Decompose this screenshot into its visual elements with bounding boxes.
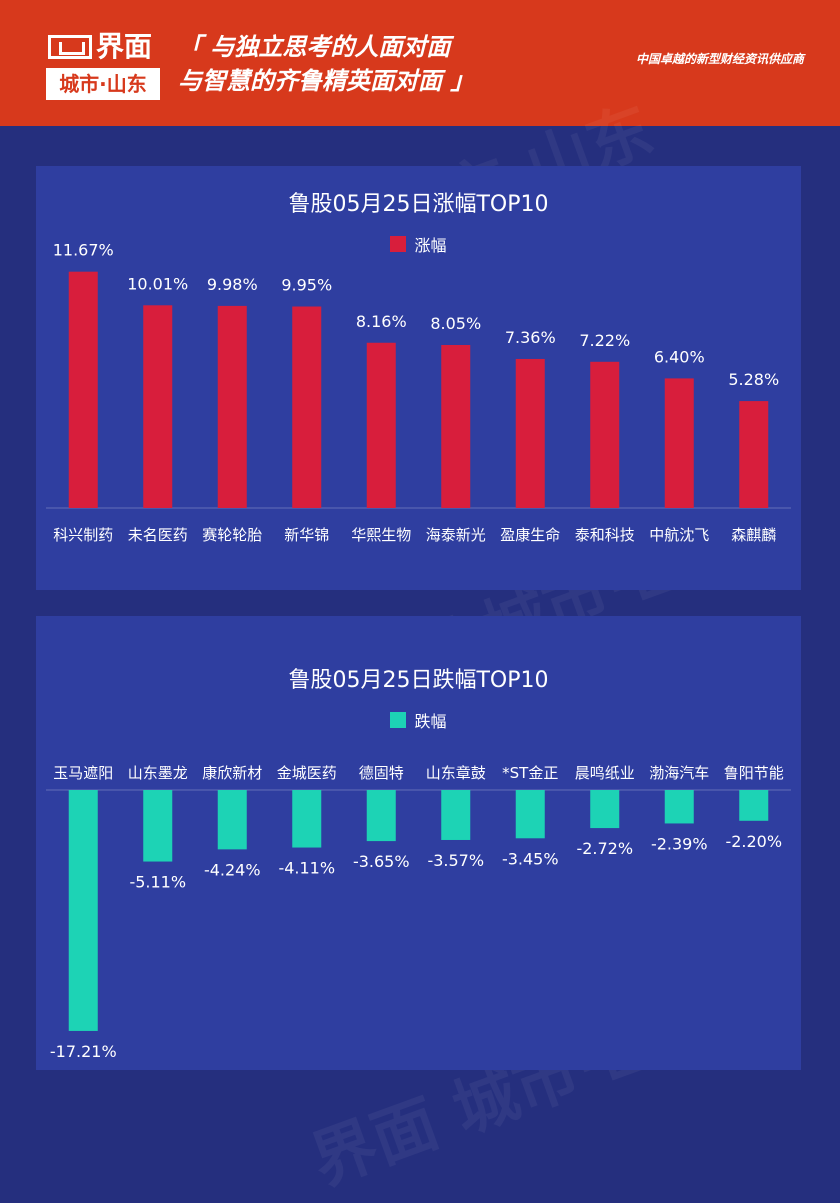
slogan-line-2: 与智慧的齐鲁精英面对面 」 — [178, 67, 475, 95]
brand-logo: 界面 — [48, 30, 158, 64]
bar — [515, 790, 545, 839]
bar — [366, 790, 396, 842]
bar — [143, 790, 173, 862]
category-label: 山东墨龙 — [128, 764, 188, 782]
data-label: 9.98% — [207, 275, 258, 294]
bar — [515, 358, 545, 508]
bar — [590, 790, 620, 829]
category-label: 渤海汽车 — [649, 764, 709, 782]
category-label: 新华锦 — [284, 526, 329, 544]
category-label: 泰和科技 — [575, 526, 635, 544]
category-label: 金城医药 — [277, 764, 337, 782]
gainers-chart-panel: 鲁股05月25日涨幅TOP10 涨幅 11.67% 科兴制药 10.01% 未名医药 9… — [36, 166, 801, 590]
bar — [217, 305, 247, 508]
losers-chart-panel: 鲁股05月25日跌幅TOP10 跌幅 -17.21% 玉马遮阳 -5.11% 山东墨龙… — [36, 616, 801, 1070]
bar — [292, 790, 322, 848]
data-label: 8.16% — [356, 312, 407, 331]
category-label: 海泰新光 — [426, 526, 486, 544]
legend-label: 涨幅 — [414, 236, 447, 255]
chart-title: 鲁股05月25日跌幅TOP10 — [288, 668, 549, 693]
data-label: 9.95% — [281, 276, 332, 295]
bar — [739, 790, 769, 821]
data-label: -4.11% — [278, 859, 335, 878]
bar — [664, 378, 694, 508]
legend-swatch — [390, 236, 407, 252]
chart-legend: 涨幅 — [36, 232, 801, 256]
data-label: 7.36% — [505, 328, 556, 347]
bar — [590, 361, 620, 508]
bar — [68, 790, 98, 1031]
category-label: 玉马遮阳 — [53, 764, 113, 782]
category-label: *ST金正 — [502, 764, 558, 782]
logo-subtitle: 城市·山东 — [46, 68, 160, 100]
category-label: 森麒麟 — [731, 526, 776, 544]
category-label: 科兴制药 — [53, 526, 113, 544]
data-label: 8.05% — [430, 314, 481, 333]
header-banner: 界面 城市·山东 「 与独立思考的人面对面 与智慧的齐鲁精英面对面 」 中国卓越… — [0, 0, 840, 126]
legend-swatch — [390, 712, 407, 728]
slogan: 「 与独立思考的人面对面 与智慧的齐鲁精英面对面 」 — [178, 30, 474, 98]
data-label: -17.21% — [50, 1042, 117, 1061]
category-label: 华熙生物 — [351, 526, 411, 544]
losers-bar-chart: -17.21% 玉马遮阳 -5.11% 山东墨龙 -4.24% 康欣新材 -4.11% 金城医… — [46, 764, 791, 1061]
bar — [441, 790, 471, 840]
data-label: -5.11% — [129, 873, 186, 892]
data-label: -2.39% — [651, 834, 708, 853]
legend-label: 跌幅 — [414, 712, 447, 731]
bar — [143, 305, 173, 508]
data-label: -3.57% — [427, 851, 484, 870]
chart-title: 鲁股05月25日涨幅TOP10 — [288, 192, 549, 217]
category-label: 鲁阳节能 — [724, 764, 784, 782]
category-label: 康欣新材 — [202, 764, 262, 782]
tagline: 中国卓越的新型财经资讯供应商 — [635, 52, 804, 66]
bar — [366, 342, 396, 508]
category-label: 德固特 — [359, 764, 404, 782]
data-label: -2.72% — [576, 839, 633, 858]
chart-legend: 跌幅 — [36, 708, 801, 732]
bar — [292, 306, 322, 508]
data-label: -3.65% — [353, 852, 410, 871]
logo-text: 界面 — [96, 30, 153, 63]
bar — [68, 271, 98, 508]
data-label: -2.20% — [725, 832, 782, 851]
slogan-line-1: 「 与独立思考的人面对面 — [178, 33, 451, 61]
category-label: 盈康生命 — [500, 526, 560, 544]
bar — [739, 401, 769, 508]
category-label: 晨鸣纸业 — [575, 764, 635, 782]
category-label: 山东章鼓 — [426, 764, 486, 782]
category-label: 赛轮轮胎 — [202, 526, 262, 544]
category-label: 中航沈飞 — [649, 526, 709, 544]
data-label: 7.22% — [579, 331, 630, 350]
bar — [441, 344, 471, 508]
data-label: 6.40% — [654, 347, 705, 366]
bar — [664, 790, 694, 824]
data-label: -4.24% — [204, 860, 261, 879]
bar — [217, 790, 247, 850]
data-label: -3.45% — [502, 849, 559, 868]
data-label: 10.01% — [127, 274, 188, 293]
data-label: 5.28% — [728, 370, 779, 389]
data-label: 11.67% — [53, 241, 114, 260]
logo-mark-icon — [48, 35, 92, 59]
category-label: 未名医药 — [128, 526, 188, 544]
gainers-bar-chart: 11.67% 科兴制药 10.01% 未名医药 9.98% 赛轮轮胎 9.95% 新华锦 8.1… — [46, 241, 791, 544]
